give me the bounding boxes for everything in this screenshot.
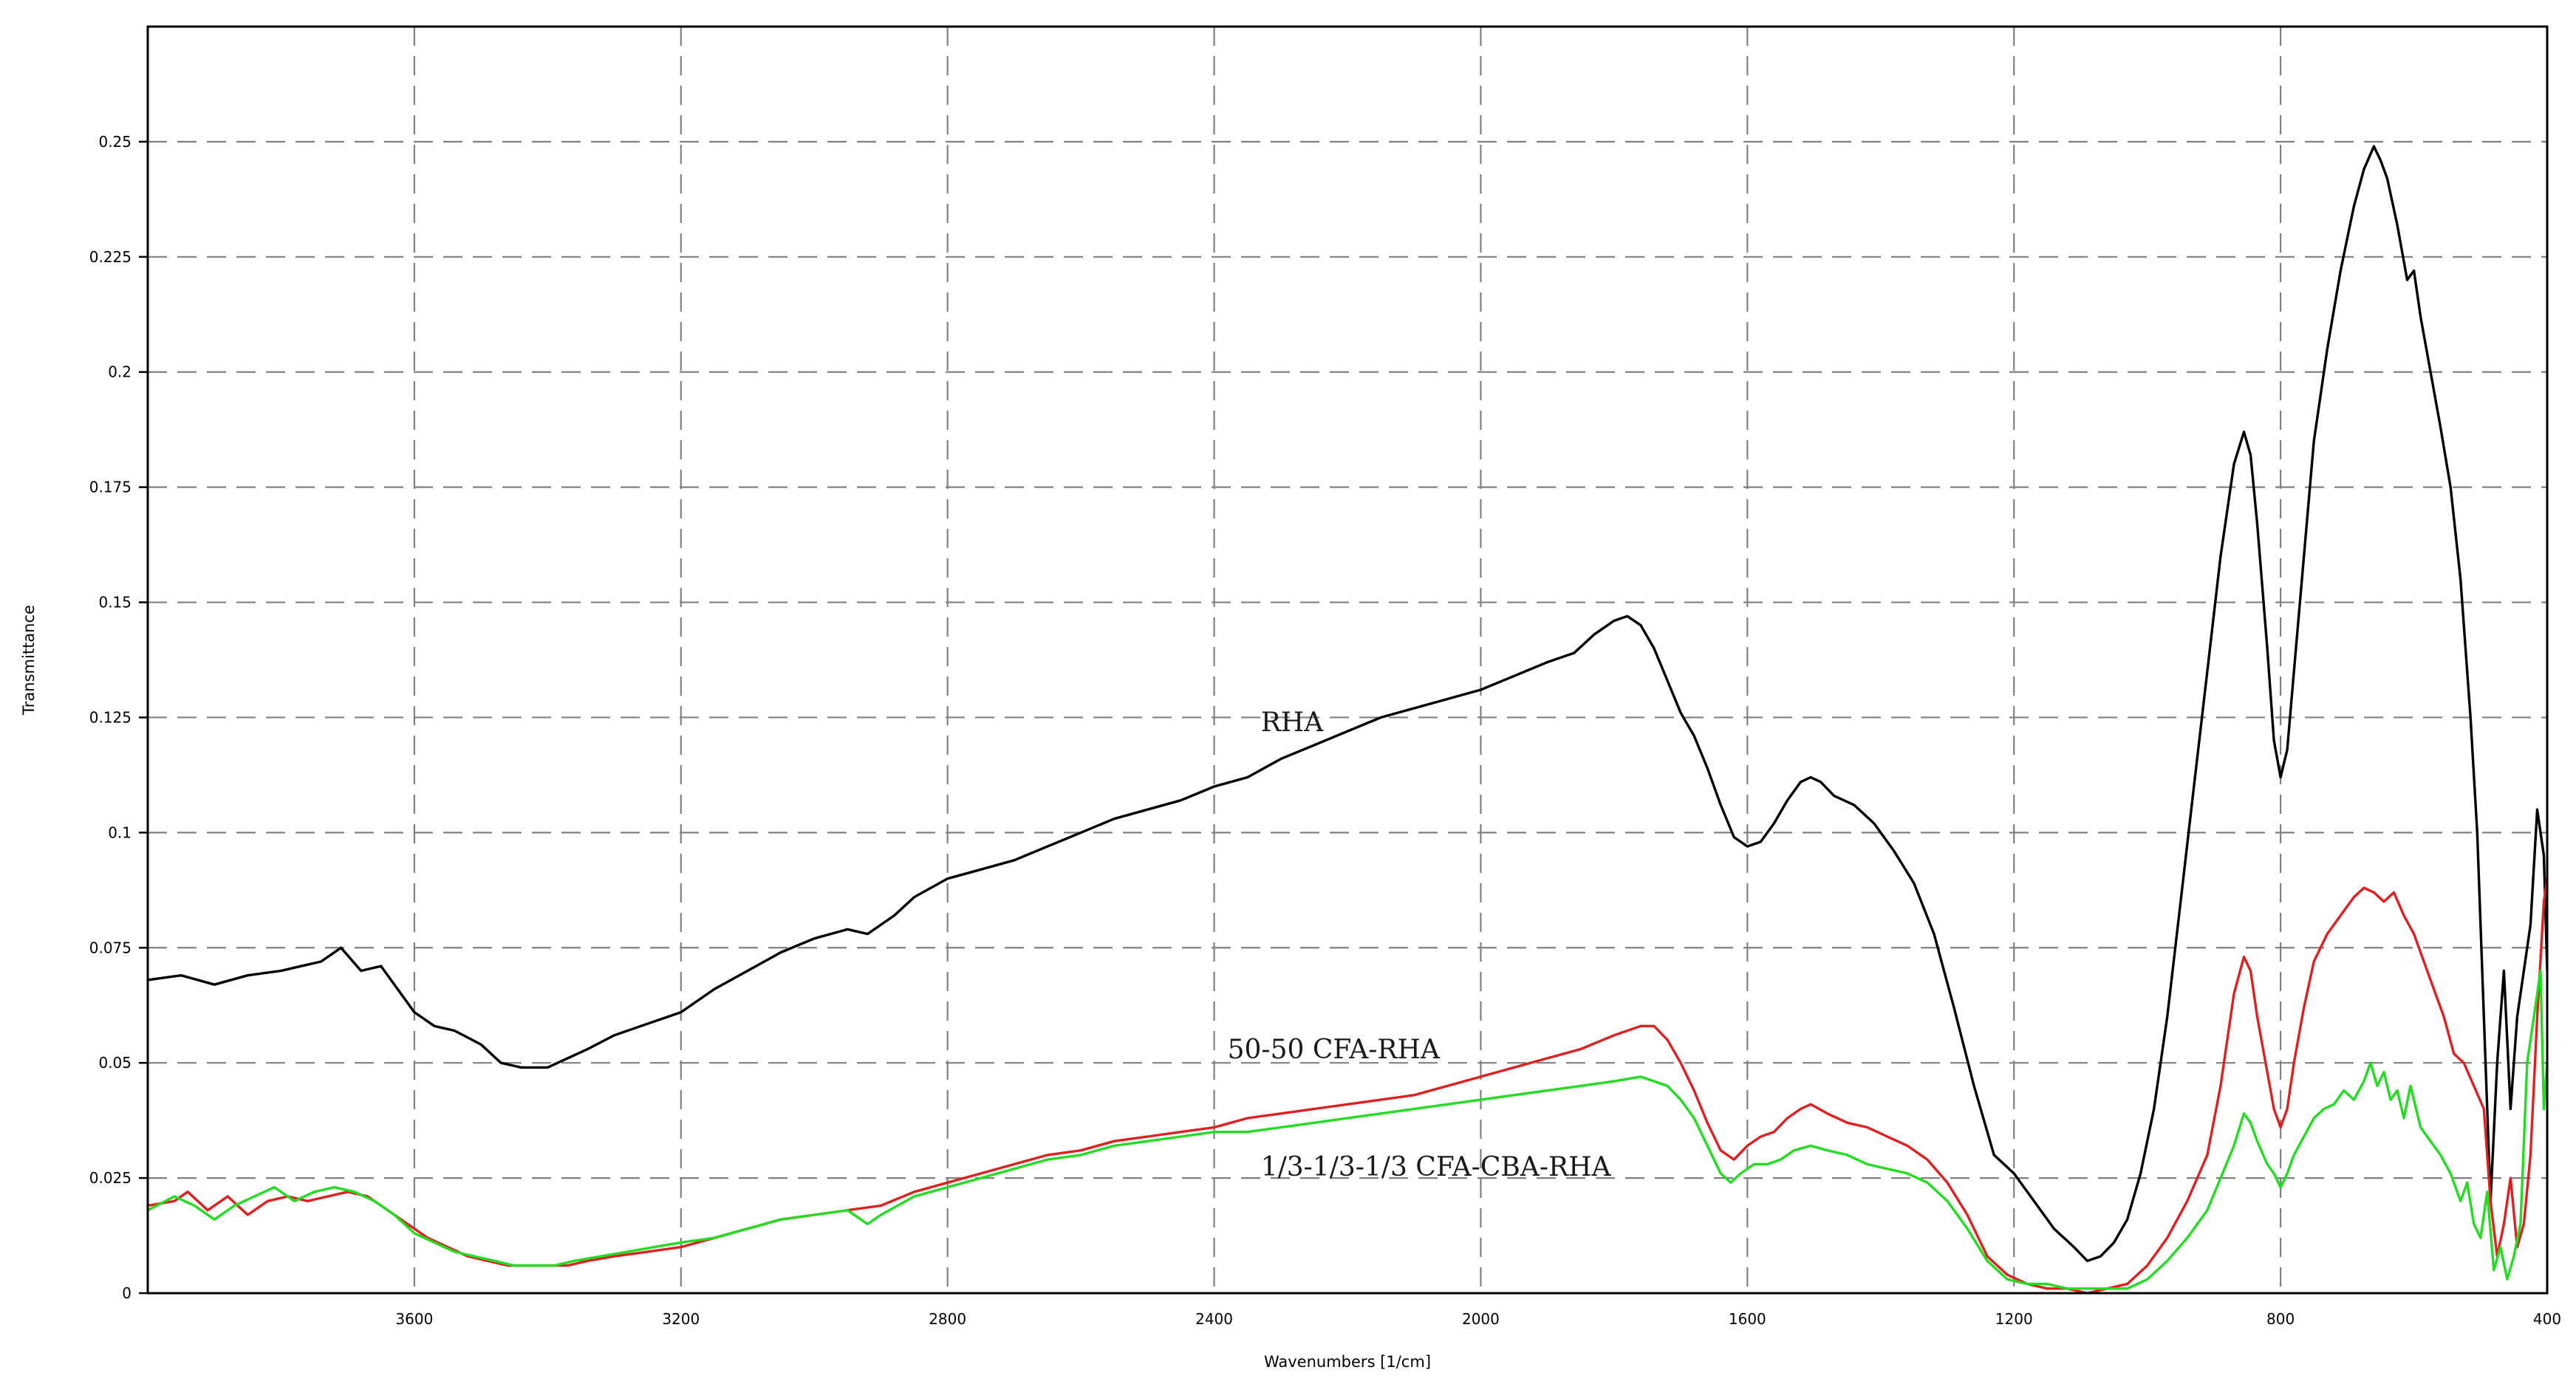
- y-tick-label: 0.125: [89, 708, 131, 726]
- x-tick-label: 2000: [1462, 1310, 1500, 1328]
- y-tick-label: 0.2: [108, 363, 131, 381]
- x-axis-title: Wavenumbers [1/cm]: [1264, 1353, 1431, 1371]
- x-tick-label: 800: [2266, 1310, 2295, 1328]
- y-tick-label: 0.075: [89, 939, 131, 956]
- y-axis-ticks: 0 0.025 0.05 0.075 0.1 0.125 0.15 0.175 0.2 0.225…: [89, 133, 148, 1302]
- y-tick-label: 0.15: [98, 594, 131, 612]
- plot-frame: [146, 25, 2549, 1295]
- y-tick-label: 0.225: [89, 248, 131, 266]
- grid-lines: [148, 27, 2547, 1293]
- x-tick-label: 1600: [1729, 1310, 1766, 1328]
- y-axis-title: Transmittance: [20, 605, 38, 716]
- y-tick-label: 0.25: [98, 133, 131, 151]
- x-tick-label: 3200: [662, 1310, 700, 1328]
- y-tick-label: 0.1: [108, 823, 131, 841]
- series-line-1: [147, 878, 2549, 1295]
- series-lines: [147, 145, 2549, 1295]
- x-tick-label: 3600: [395, 1310, 433, 1328]
- series-label-2: 1/3-1/3-1/3 CFA-CBA-RHA: [1261, 1152, 1612, 1182]
- series-label-1: 50-50 CFA-RHA: [1228, 1035, 1441, 1065]
- y-tick-label: 0.05: [98, 1054, 131, 1072]
- y-tick-label: 0: [122, 1284, 131, 1302]
- series-line-2: [147, 969, 2549, 1290]
- y-tick-label: 0.025: [89, 1169, 131, 1187]
- x-axis-ticks: 3600 3200 2800 2400 2000 1600 1200 800 400: [395, 1310, 2561, 1328]
- series-labels: RHA 50-50 CFA-RHA 1/3-1/3-1/3 CFA-CBA-RHA: [1228, 708, 1612, 1182]
- x-tick-label: 1200: [1995, 1310, 2033, 1328]
- series-line-0: [147, 145, 2549, 1262]
- x-tick-label: 2400: [1195, 1310, 1233, 1328]
- series-label-0: RHA: [1261, 708, 1325, 738]
- x-tick-label: 400: [2533, 1310, 2561, 1328]
- y-tick-label: 0.175: [89, 479, 131, 496]
- x-tick-label: 2800: [929, 1310, 966, 1328]
